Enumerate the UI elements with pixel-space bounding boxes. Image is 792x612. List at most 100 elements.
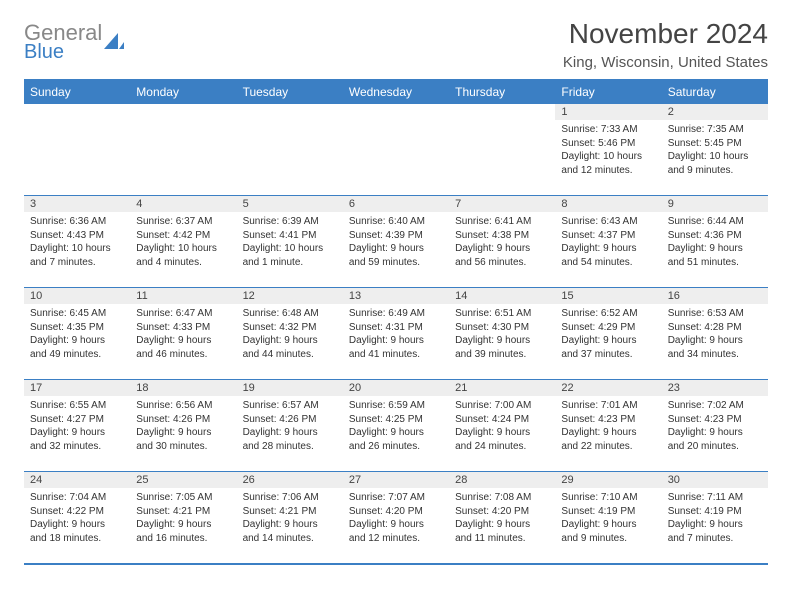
sunset-line: Sunset: 4:27 PM (30, 413, 124, 427)
calendar-day-cell: 4Sunrise: 6:37 AMSunset: 4:42 PMDaylight… (130, 196, 236, 288)
sunrise-line: Sunrise: 7:33 AM (561, 123, 655, 137)
day-number: 9 (662, 196, 768, 212)
day-details: Sunrise: 6:47 AMSunset: 4:33 PMDaylight:… (130, 304, 236, 365)
logo-blue: Blue (24, 42, 102, 62)
calendar-day-cell: 5Sunrise: 6:39 AMSunset: 4:41 PMDaylight… (237, 196, 343, 288)
calendar-day-cell (24, 104, 130, 196)
sunrise-line: Sunrise: 6:37 AM (136, 215, 230, 229)
sunset-line: Sunset: 4:37 PM (561, 229, 655, 243)
calendar-week-row: 24Sunrise: 7:04 AMSunset: 4:22 PMDayligh… (24, 472, 768, 564)
sunset-line: Sunset: 4:31 PM (349, 321, 443, 335)
day-details: Sunrise: 7:10 AMSunset: 4:19 PMDaylight:… (555, 488, 661, 549)
day-details: Sunrise: 6:57 AMSunset: 4:26 PMDaylight:… (237, 396, 343, 457)
day-details: Sunrise: 6:53 AMSunset: 4:28 PMDaylight:… (662, 304, 768, 365)
sunrise-line: Sunrise: 6:59 AM (349, 399, 443, 413)
sunset-line: Sunset: 4:21 PM (136, 505, 230, 519)
day-number: 13 (343, 288, 449, 304)
sunset-line: Sunset: 5:45 PM (668, 137, 762, 151)
sunset-line: Sunset: 4:19 PM (668, 505, 762, 519)
day-number: 20 (343, 380, 449, 396)
day-number: 11 (130, 288, 236, 304)
sunrise-line: Sunrise: 7:02 AM (668, 399, 762, 413)
calendar-day-cell (343, 104, 449, 196)
day-details: Sunrise: 7:35 AMSunset: 5:45 PMDaylight:… (662, 120, 768, 181)
day-details: Sunrise: 6:39 AMSunset: 4:41 PMDaylight:… (237, 212, 343, 273)
sunrise-line: Sunrise: 6:45 AM (30, 307, 124, 321)
daylight-line: Daylight: 9 hours and 14 minutes. (243, 518, 337, 545)
day-details: Sunrise: 6:40 AMSunset: 4:39 PMDaylight:… (343, 212, 449, 273)
location-label: King, Wisconsin, United States (563, 54, 768, 71)
day-number: 29 (555, 472, 661, 488)
logo: General Blue (24, 18, 124, 62)
daylight-line: Daylight: 9 hours and 34 minutes. (668, 334, 762, 361)
day-details: Sunrise: 7:08 AMSunset: 4:20 PMDaylight:… (449, 488, 555, 549)
daylight-line: Daylight: 10 hours and 1 minute. (243, 242, 337, 269)
calendar-day-cell: 8Sunrise: 6:43 AMSunset: 4:37 PMDaylight… (555, 196, 661, 288)
sail-icon (104, 33, 124, 51)
logo-text: General Blue (24, 22, 102, 62)
day-number: 14 (449, 288, 555, 304)
calendar-day-cell: 20Sunrise: 6:59 AMSunset: 4:25 PMDayligh… (343, 380, 449, 472)
day-details: Sunrise: 6:52 AMSunset: 4:29 PMDaylight:… (555, 304, 661, 365)
day-details: Sunrise: 6:49 AMSunset: 4:31 PMDaylight:… (343, 304, 449, 365)
sunset-line: Sunset: 4:42 PM (136, 229, 230, 243)
sunset-line: Sunset: 4:20 PM (455, 505, 549, 519)
sunset-line: Sunset: 4:36 PM (668, 229, 762, 243)
sunrise-line: Sunrise: 6:44 AM (668, 215, 762, 229)
day-number: 15 (555, 288, 661, 304)
daylight-line: Daylight: 9 hours and 41 minutes. (349, 334, 443, 361)
day-number: 3 (24, 196, 130, 212)
day-number: 21 (449, 380, 555, 396)
sunrise-line: Sunrise: 6:41 AM (455, 215, 549, 229)
sunset-line: Sunset: 4:20 PM (349, 505, 443, 519)
day-details: Sunrise: 7:01 AMSunset: 4:23 PMDaylight:… (555, 396, 661, 457)
daylight-line: Daylight: 9 hours and 26 minutes. (349, 426, 443, 453)
daylight-line: Daylight: 9 hours and 11 minutes. (455, 518, 549, 545)
sunrise-line: Sunrise: 7:05 AM (136, 491, 230, 505)
calendar-day-cell: 29Sunrise: 7:10 AMSunset: 4:19 PMDayligh… (555, 472, 661, 564)
day-header: Sunday (24, 80, 130, 104)
daylight-line: Daylight: 9 hours and 30 minutes. (136, 426, 230, 453)
sunset-line: Sunset: 4:22 PM (30, 505, 124, 519)
day-details: Sunrise: 6:45 AMSunset: 4:35 PMDaylight:… (24, 304, 130, 365)
sunrise-line: Sunrise: 7:01 AM (561, 399, 655, 413)
calendar-table: Sunday Monday Tuesday Wednesday Thursday… (24, 79, 768, 565)
calendar-day-cell: 22Sunrise: 7:01 AMSunset: 4:23 PMDayligh… (555, 380, 661, 472)
sunrise-line: Sunrise: 7:11 AM (668, 491, 762, 505)
calendar-day-cell: 28Sunrise: 7:08 AMSunset: 4:20 PMDayligh… (449, 472, 555, 564)
day-header: Saturday (662, 80, 768, 104)
title-block: November 2024 King, Wisconsin, United St… (563, 18, 768, 71)
daylight-line: Daylight: 9 hours and 9 minutes. (561, 518, 655, 545)
day-number: 27 (343, 472, 449, 488)
day-details: Sunrise: 7:33 AMSunset: 5:46 PMDaylight:… (555, 120, 661, 181)
calendar-day-cell: 11Sunrise: 6:47 AMSunset: 4:33 PMDayligh… (130, 288, 236, 380)
day-details: Sunrise: 6:56 AMSunset: 4:26 PMDaylight:… (130, 396, 236, 457)
day-number: 17 (24, 380, 130, 396)
calendar-week-row: 10Sunrise: 6:45 AMSunset: 4:35 PMDayligh… (24, 288, 768, 380)
day-header: Wednesday (343, 80, 449, 104)
daylight-line: Daylight: 10 hours and 7 minutes. (30, 242, 124, 269)
sunrise-line: Sunrise: 7:00 AM (455, 399, 549, 413)
day-header: Thursday (449, 80, 555, 104)
page-title: November 2024 (563, 18, 768, 50)
daylight-line: Daylight: 9 hours and 46 minutes. (136, 334, 230, 361)
sunset-line: Sunset: 4:29 PM (561, 321, 655, 335)
sunset-line: Sunset: 4:33 PM (136, 321, 230, 335)
day-number: 18 (130, 380, 236, 396)
day-details: Sunrise: 7:05 AMSunset: 4:21 PMDaylight:… (130, 488, 236, 549)
sunrise-line: Sunrise: 6:53 AM (668, 307, 762, 321)
calendar-day-cell: 2Sunrise: 7:35 AMSunset: 5:45 PMDaylight… (662, 104, 768, 196)
calendar-day-cell: 23Sunrise: 7:02 AMSunset: 4:23 PMDayligh… (662, 380, 768, 472)
sunrise-line: Sunrise: 6:48 AM (243, 307, 337, 321)
sunset-line: Sunset: 4:39 PM (349, 229, 443, 243)
day-details: Sunrise: 6:59 AMSunset: 4:25 PMDaylight:… (343, 396, 449, 457)
sunrise-line: Sunrise: 6:40 AM (349, 215, 443, 229)
calendar-day-cell: 7Sunrise: 6:41 AMSunset: 4:38 PMDaylight… (449, 196, 555, 288)
calendar-day-cell: 18Sunrise: 6:56 AMSunset: 4:26 PMDayligh… (130, 380, 236, 472)
day-details: Sunrise: 6:51 AMSunset: 4:30 PMDaylight:… (449, 304, 555, 365)
sunset-line: Sunset: 4:26 PM (136, 413, 230, 427)
calendar-day-cell (237, 104, 343, 196)
calendar-day-cell (130, 104, 236, 196)
sunset-line: Sunset: 4:26 PM (243, 413, 337, 427)
sunrise-line: Sunrise: 6:55 AM (30, 399, 124, 413)
